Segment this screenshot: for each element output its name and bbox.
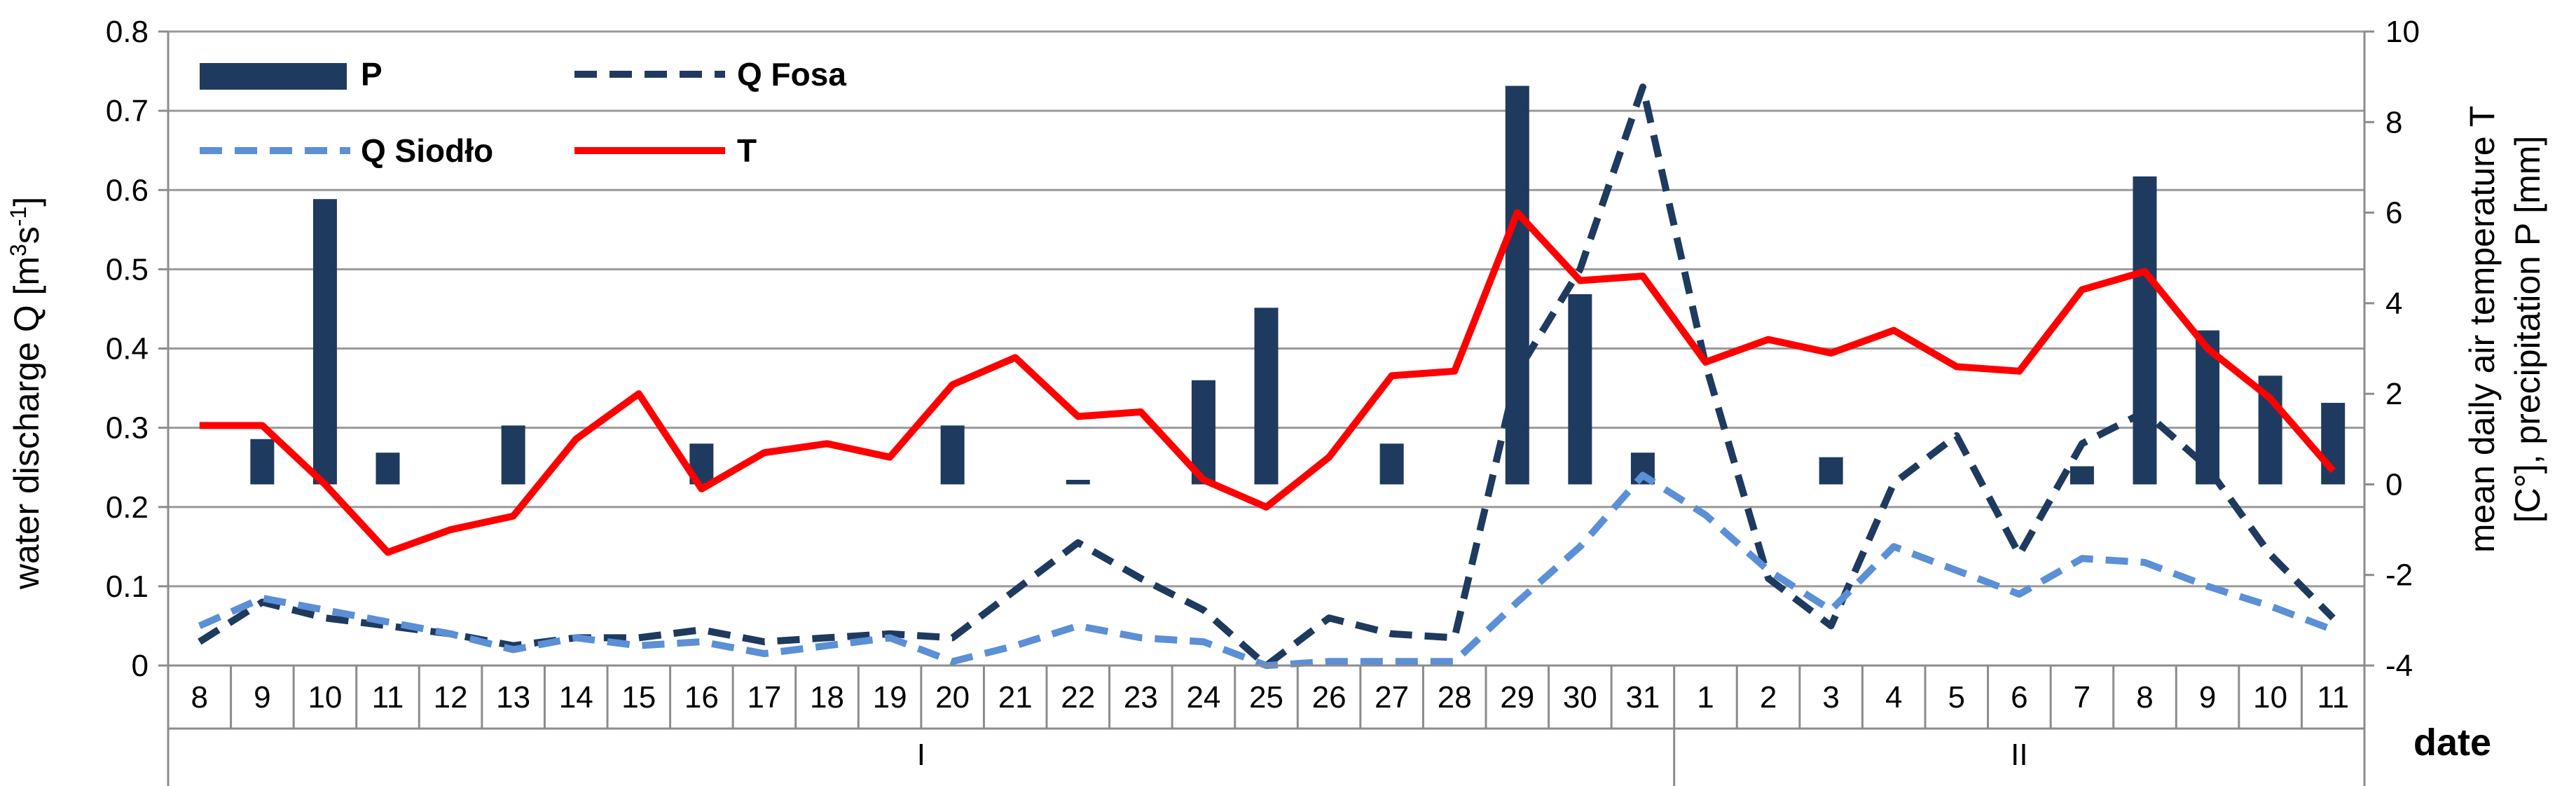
bar-p xyxy=(1568,294,1592,485)
left-tick-label: 0.4 xyxy=(106,332,149,366)
bar-p xyxy=(2069,466,2094,485)
x-tick-label: 29 xyxy=(1500,680,1534,715)
left-axis-ticks: 0 0.1 0.2 0.3 0.4 0.5 0.6 0.7 0.8 xyxy=(106,15,168,683)
bar-p xyxy=(312,199,337,485)
right-tick-label: 6 xyxy=(2385,196,2402,230)
x-tick-label: 8 xyxy=(191,680,208,715)
bar-p xyxy=(1254,308,1279,485)
x-tick-label: 23 xyxy=(1124,680,1158,715)
right-tick-label: -4 xyxy=(2385,649,2413,683)
month-group-label: II xyxy=(2011,738,2027,772)
legend-label-p: P xyxy=(361,56,383,92)
x-tick-label: 19 xyxy=(873,680,907,715)
x-tick-label: 30 xyxy=(1563,680,1597,715)
left-tick-label: 0.1 xyxy=(106,570,149,604)
right-tick-label: 10 xyxy=(2385,15,2420,49)
right-tick-label: 2 xyxy=(2385,377,2402,411)
x-tick-label: 4 xyxy=(1885,680,1902,715)
x-tick-label: 12 xyxy=(434,680,468,715)
right-axis-ticks: -4 -2 0 2 4 6 8 10 xyxy=(2364,15,2420,683)
x-tick-label: 6 xyxy=(2011,680,2027,715)
x-tick-label: 25 xyxy=(1249,680,1283,715)
x-axis-ticks: 8 9 10 11 12 13 14 15 16 17 18 19 20 21 22 23 24 25 26 27 28… xyxy=(167,666,2366,786)
bar-p xyxy=(2133,176,2157,485)
right-axis-title-line1: mean daily air temperature T xyxy=(2463,106,2502,553)
x-tick-label: 1 xyxy=(1697,680,1714,715)
bar-p xyxy=(1819,457,1843,485)
bar-p xyxy=(1066,479,1090,485)
x-tick-label: 24 xyxy=(1186,680,1220,715)
legend-label-t: T xyxy=(737,132,757,169)
bar-p xyxy=(250,439,275,485)
x-tick-label: 10 xyxy=(2253,680,2287,715)
bar-p xyxy=(1379,443,1404,485)
x-tick-label: 7 xyxy=(2074,680,2091,715)
x-tick-label: 27 xyxy=(1375,680,1409,715)
x-tick-label: 21 xyxy=(998,680,1033,715)
right-tick-label: 8 xyxy=(2385,105,2402,139)
left-tick-label: 0 xyxy=(132,649,149,683)
x-tick-label: 26 xyxy=(1312,680,1346,715)
x-tick-label: 3 xyxy=(1822,680,1839,715)
x-tick-label: 2 xyxy=(1760,680,1777,715)
x-tick-label: 22 xyxy=(1061,680,1095,715)
x-tick-label: 8 xyxy=(2136,680,2153,715)
x-tick-label: 9 xyxy=(254,680,270,715)
left-tick-label: 0.8 xyxy=(106,15,149,49)
left-tick-label: 0.3 xyxy=(106,411,149,446)
left-tick-label: 0.7 xyxy=(106,94,149,128)
right-axis-title-line2: [C°], precipitation P [mm] xyxy=(2508,136,2547,523)
series-line-t xyxy=(199,209,2336,556)
x-tick-label: 15 xyxy=(621,680,656,715)
bar-p xyxy=(940,425,965,485)
x-tick-label: 13 xyxy=(496,680,530,715)
x-tick-label: 31 xyxy=(1625,680,1660,715)
left-tick-label: 0.5 xyxy=(106,252,149,287)
left-tick-label: 0.2 xyxy=(106,490,149,525)
x-tick-label: 11 xyxy=(2317,680,2349,715)
bar-p xyxy=(1505,85,1529,485)
x-tick-label: 11 xyxy=(372,680,404,715)
bar-p xyxy=(376,453,400,485)
legend-swatch-p xyxy=(200,63,347,90)
right-tick-label: -2 xyxy=(2385,558,2413,593)
left-tick-label: 0.6 xyxy=(106,173,149,207)
legend: P Q Fosa Q Siodło T xyxy=(200,56,846,169)
month-group-label: I xyxy=(917,738,925,772)
right-tick-label: 0 xyxy=(2385,467,2402,502)
x-tick-label: 28 xyxy=(1438,680,1472,715)
x-tick-label: 18 xyxy=(810,680,844,715)
x-tick-label: 17 xyxy=(747,680,781,715)
bar-p xyxy=(501,425,525,485)
left-axis-title: water discharge Q [m3s-1] xyxy=(6,197,46,590)
x-tick-label: 5 xyxy=(1948,680,1965,715)
legend-label-q-siodlo: Q Siodło xyxy=(361,132,493,169)
x-tick-label: 20 xyxy=(935,680,970,715)
x-tick-label: 16 xyxy=(684,680,719,715)
bar-p xyxy=(2321,403,2346,485)
x-tick-label: 10 xyxy=(308,680,342,715)
x-tick-label: 9 xyxy=(2199,680,2216,715)
x-tick-label: 14 xyxy=(559,680,593,715)
precipitation-bars xyxy=(250,85,2346,485)
x-axis-title: date xyxy=(2413,722,2491,764)
legend-label-q-fosa: Q Fosa xyxy=(737,56,846,92)
right-tick-label: 4 xyxy=(2385,287,2402,321)
